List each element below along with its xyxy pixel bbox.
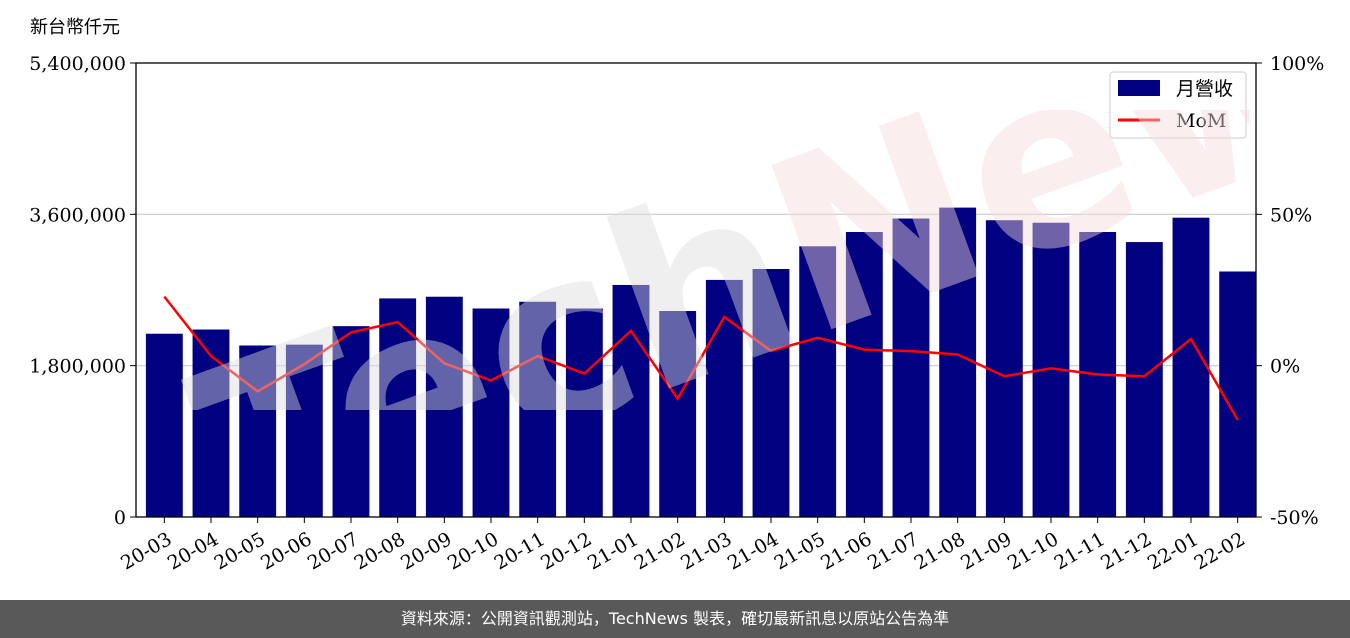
- x-tick-label: 20-05: [211, 528, 269, 574]
- y-axis-title: 新台幣仟元: [30, 17, 120, 38]
- revenue-bar: [425, 296, 463, 517]
- revenue-bar: [985, 220, 1023, 518]
- revenue-bar: [752, 268, 790, 517]
- revenue-bar: [612, 284, 650, 517]
- mom-line: [163, 295, 1239, 421]
- source-footer: 資料來源：公開資訊觀測站，TechNews 製表，確切最新訊息以原站公告為準: [0, 600, 1350, 638]
- x-tick-label: 20-06: [257, 528, 315, 574]
- x-tick-label: 21-02: [631, 528, 689, 574]
- x-tick-label: 20-09: [397, 528, 455, 574]
- revenue-bar: [892, 218, 930, 517]
- x-tick-label: 20-10: [444, 528, 502, 574]
- x-tick-label: 21-07: [864, 528, 922, 574]
- x-tick-label: 20-08: [351, 528, 409, 574]
- legend-bar-swatch: [1118, 80, 1160, 96]
- revenue-bar: [799, 246, 837, 517]
- y-right-tick-label: 0%: [1270, 356, 1300, 378]
- revenue-bar: [239, 345, 277, 517]
- y-left-tick-label: 0: [114, 507, 126, 529]
- x-tick-label: 21-09: [957, 528, 1015, 574]
- revenue-bar: [472, 308, 510, 517]
- revenue-chart: 新台幣仟元 0 1,800,000 3,600,000 5,400,000 -50% 0…: [29, 17, 1324, 574]
- y-right-tick-label: 100%: [1270, 53, 1324, 75]
- x-tick-label: 21-01: [584, 528, 642, 574]
- x-tick-label: 21-12: [1097, 528, 1155, 574]
- revenue-bar: [1219, 271, 1257, 517]
- revenue-bar: [1172, 217, 1210, 517]
- revenue-bar: [285, 344, 323, 517]
- revenue-bar: [192, 329, 230, 517]
- x-tick-label: 22-02: [1191, 528, 1249, 574]
- revenue-bar: [379, 298, 417, 517]
- x-tick-label: 21-04: [724, 528, 782, 574]
- revenue-bar: [332, 326, 370, 517]
- x-tick-label: 21-11: [1051, 528, 1109, 574]
- revenue-bar: [659, 311, 697, 517]
- x-tick-label: 20-07: [304, 528, 362, 574]
- x-tick-label: 21-06: [817, 528, 875, 574]
- revenue-bar: [145, 333, 183, 517]
- x-tick-label: 20-12: [537, 528, 595, 574]
- plot-frame: [135, 62, 1257, 518]
- x-tick-label: 20-11: [491, 528, 549, 574]
- x-tick-label: 20-03: [117, 528, 175, 574]
- revenue-bar: [939, 207, 977, 517]
- revenue-bar: [565, 308, 603, 517]
- revenue-bar: [845, 231, 883, 517]
- y-left-tick-label: 3,600,000: [29, 204, 126, 226]
- x-tick-label: 22-01: [1144, 528, 1202, 574]
- legend-label-mom: MoM: [1176, 110, 1226, 132]
- revenue-bar: [519, 301, 557, 517]
- x-tick-label: 21-08: [911, 528, 969, 574]
- x-tick-label: 21-10: [1004, 528, 1062, 574]
- legend-label-revenue: 月營收: [1176, 78, 1233, 100]
- y-right-tick-label: 50%: [1270, 204, 1312, 226]
- y-left-tick-label: 1,800,000: [29, 356, 126, 378]
- legend: 月營收 MoM: [1109, 71, 1247, 139]
- x-tick-label: 21-05: [771, 528, 829, 574]
- y-right-tick-label: -50%: [1270, 507, 1319, 529]
- x-tick-label: 20-04: [164, 528, 222, 574]
- x-tick-label: 21-03: [677, 528, 735, 574]
- y-left-tick-label: 5,400,000: [29, 53, 126, 75]
- revenue-bar: [1125, 242, 1163, 518]
